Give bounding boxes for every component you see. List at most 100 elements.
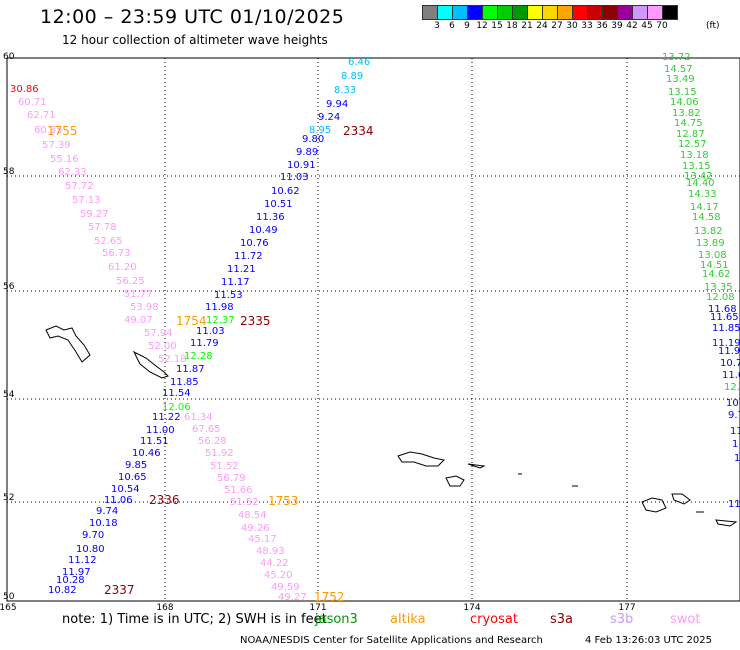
latitude-label: 58	[3, 167, 15, 177]
wave-height-label: 52.18	[158, 354, 187, 365]
legend-s3a: s3a	[550, 612, 574, 627]
wave-height-label: 8.89	[341, 71, 363, 82]
wave-height-label: 56.73	[102, 248, 131, 259]
legend-altika: altika	[390, 612, 426, 627]
longitude-label: 168	[156, 603, 173, 613]
wave-height-label: 60.71	[18, 97, 47, 108]
colorbar-tick-label: 18	[506, 21, 518, 31]
wave-height-label: 49.27	[278, 592, 307, 603]
wave-height-label: 51.66	[224, 485, 253, 496]
island-aleutian-2	[445, 475, 465, 487]
island-aleutian-3	[467, 463, 486, 469]
wave-height-label: 10.46	[132, 448, 161, 459]
wave-height-label: 59.27	[80, 209, 109, 220]
wave-height-label: 61.34	[184, 412, 213, 423]
wave-height-label: 56.28	[198, 436, 227, 447]
latitude-label: 50	[3, 592, 15, 602]
wave-height-label: 11	[728, 499, 740, 510]
legend-swot: swot	[670, 612, 701, 627]
wave-height-label: 56.25	[116, 276, 145, 287]
wave-height-label: 13.08	[698, 250, 727, 261]
wave-height-label: 62.33	[58, 167, 87, 178]
wave-height-label: 9.94	[326, 99, 348, 110]
colorbar-tick-label: 36	[596, 21, 608, 31]
island-aleutian-5	[641, 497, 667, 513]
longitude-label: 171	[309, 603, 326, 613]
colorbar-tick-label: 6	[449, 21, 455, 31]
wave-height-label: 11.98	[205, 302, 234, 313]
wave-height-label: 14.17	[690, 202, 719, 213]
wave-height-label: 11.	[734, 453, 740, 464]
wave-height-label: 61.20	[108, 262, 137, 273]
wave-height-label: 10.91	[287, 160, 316, 171]
wave-height-label: 10.60	[726, 398, 740, 409]
wave-height-label: 14.57	[664, 64, 693, 75]
credit-text: NOAA/NESDIS Center for Satellite Applica…	[240, 635, 543, 646]
wave-height-label: 11.06	[104, 495, 133, 506]
colorbar-tick-label: 30	[566, 21, 578, 31]
wave-height-label: 12.22	[724, 382, 740, 393]
wave-height-label: 9.24	[318, 112, 340, 123]
colorbar-swatch	[662, 5, 678, 20]
wave-height-label: 57.78	[88, 222, 117, 233]
wave-height-label: 12.08	[706, 292, 735, 303]
track-id-label: 1754	[176, 314, 207, 328]
colorbar-tick-label: 3	[434, 21, 440, 31]
wave-height-label: 11.97	[62, 567, 91, 578]
wave-height-label: 8.95	[309, 125, 331, 136]
colorbar-labels: 3 6 9 12 15 18 21 24 27 30 33 36 39 42 45 70	[422, 21, 740, 35]
wave-height-label: 11.90	[718, 346, 740, 357]
wave-height-label: 11.79	[190, 338, 219, 349]
wave-height-label: 57.94	[144, 328, 173, 339]
wave-height-label: 11.03	[280, 172, 309, 183]
track-id-label: 1752	[314, 590, 345, 604]
track-id-label: 2336	[149, 493, 180, 507]
wave-height-label: 11.87	[176, 364, 205, 375]
wave-height-label: 10.76	[240, 238, 269, 249]
wave-height-label: 51.77	[124, 289, 153, 300]
wave-height-label: 12.37	[206, 315, 235, 326]
wave-height-label: 45.20	[264, 570, 293, 581]
island-aleutian-4	[518, 473, 578, 487]
wave-height-label: 10.54	[111, 484, 140, 495]
wave-height-label: 52.65	[94, 236, 123, 247]
wave-height-label: 13.42	[684, 171, 713, 182]
wave-height-label: 9.85	[125, 460, 147, 471]
legend-cryosat: cryosat	[470, 612, 518, 627]
wave-height-label: 11.19	[712, 338, 740, 349]
wave-height-label: 11.65	[710, 312, 739, 323]
wave-height-label: 10.82	[48, 585, 77, 596]
wave-height-label: 11.36	[256, 212, 285, 223]
wave-height-label: 10.51	[264, 199, 293, 210]
wave-height-label: 9.70	[82, 530, 104, 541]
wave-height-label: 9.89	[296, 147, 318, 158]
wave-height-label: 57.72	[65, 181, 94, 192]
wave-height-label: 12.28	[184, 351, 213, 362]
colorbar-tick-label: 24	[536, 21, 548, 31]
track-ids: 1755 2334 1754 2335 2336 1753 2337 1752	[47, 124, 374, 604]
colorbar-tick-label: 70	[656, 21, 668, 31]
wave-height-label: 12.06	[162, 402, 191, 413]
wave-height-label: 11.85	[712, 323, 740, 334]
island-pribilof	[132, 350, 169, 379]
track-id-label: 2334	[343, 124, 374, 138]
wave-height-label: 14.40	[686, 178, 715, 189]
wave-height-label: 11.85	[170, 377, 199, 388]
wave-height-label: 11	[0, 0, 13, 3]
wave-height-label: 14.58	[692, 212, 721, 223]
wave-height-label: 11.68	[708, 304, 737, 315]
wave-height-label: 51.52	[210, 461, 239, 472]
wave-height-label: 11.7	[732, 439, 740, 450]
longitude-label: 165	[0, 603, 17, 613]
island-aleutian-1	[397, 451, 446, 467]
wave-height-label: 11.51	[140, 436, 169, 447]
wave-height-label: 10.18	[89, 518, 118, 529]
wave-height-label: 57.39	[42, 140, 71, 151]
latitude-label: 54	[3, 390, 15, 400]
wave-height-label: 11.72	[234, 251, 263, 262]
wave-height-label: 10.80	[76, 544, 105, 555]
wave-height-label: 48.93	[256, 546, 285, 557]
latitude-label: 52	[3, 493, 14, 503]
latitude-label: 60	[3, 52, 15, 62]
